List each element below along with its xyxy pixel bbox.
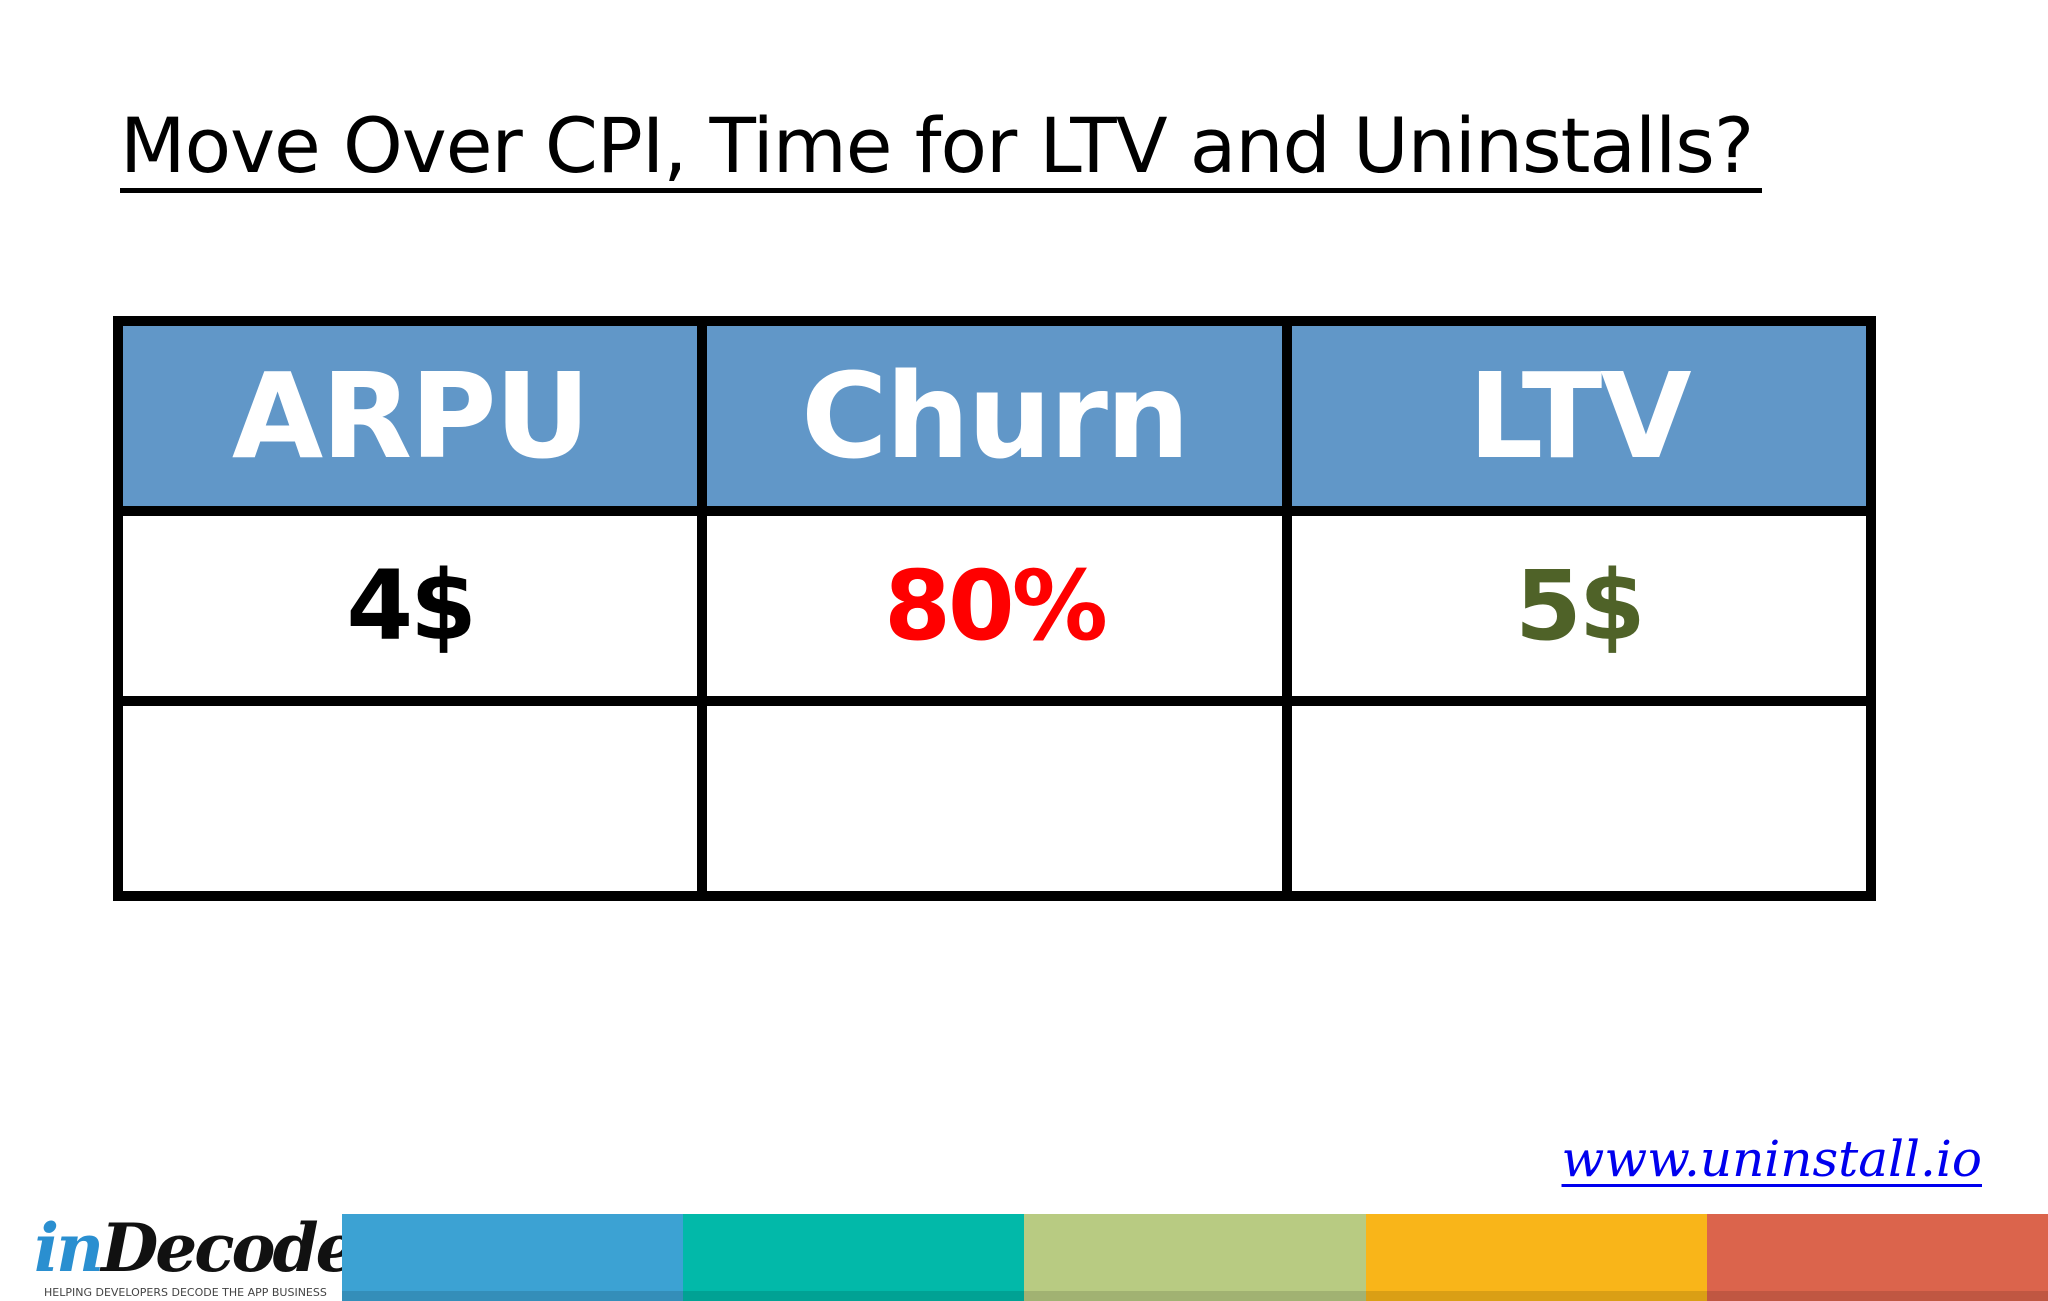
logo-in-text: in (34, 1209, 104, 1287)
empty-cell (697, 696, 1292, 901)
metrics-table: ARPU Churn LTV 4$ 80% 5$ (112, 316, 1877, 901)
value-cell-ltv: 5$ (1281, 506, 1877, 706)
slide-title: Move Over CPI, Time for LTV and Uninstal… (120, 101, 1754, 190)
color-bar-segment (1024, 1214, 1366, 1301)
title-underline (120, 188, 1762, 193)
color-bar-segment (342, 1214, 684, 1301)
table-row-empty (112, 696, 1877, 901)
value-cell-arpu: 4$ (112, 506, 708, 706)
header-cell-ltv: LTV (1281, 316, 1877, 516)
color-bar-segment (1365, 1214, 1707, 1301)
logo-decode-text: Decode (101, 1209, 358, 1287)
table-row: 4$ 80% 5$ (112, 506, 1877, 706)
value-cell-churn: 80% (697, 506, 1292, 706)
website-link[interactable]: www.uninstall.io (1561, 1130, 1982, 1188)
color-bar-segment (1706, 1214, 2048, 1301)
footer-color-bar (342, 1214, 2048, 1301)
indecode-logo: inDecode HELPING DEVELOPERS DECODE THE A… (34, 1210, 358, 1300)
logo-tagline: HELPING DEVELOPERS DECODE THE APP BUSINE… (44, 1286, 327, 1299)
empty-cell (112, 696, 708, 901)
header-cell-arpu: ARPU (112, 316, 708, 516)
header-cell-churn: Churn (697, 316, 1292, 516)
empty-cell (1281, 696, 1877, 901)
color-bar-segment (683, 1214, 1025, 1301)
logo-wordmark: inDecode (34, 1209, 358, 1287)
table-header-row: ARPU Churn LTV (112, 316, 1877, 516)
